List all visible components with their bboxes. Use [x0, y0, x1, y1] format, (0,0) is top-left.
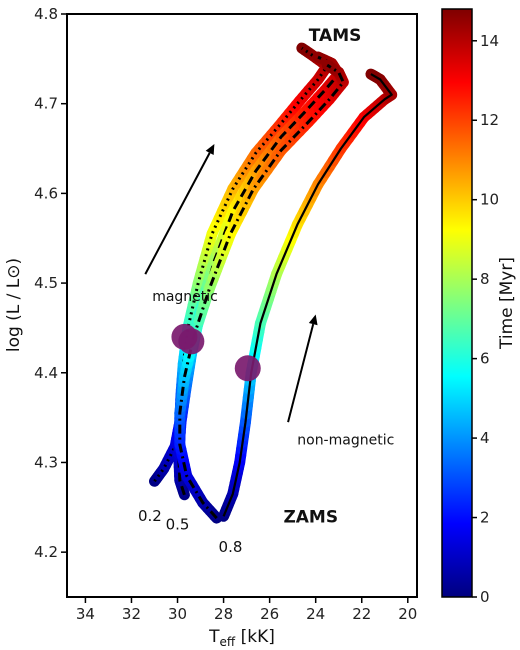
markers [171, 323, 261, 382]
y-tick-label: 4.8 [34, 5, 58, 23]
y-tick-label: 4.7 [34, 95, 58, 113]
track-line-solid [222, 73, 393, 517]
magnetic-label: magnetic [152, 289, 218, 305]
x-axis-label: Teff [kK] [208, 627, 275, 649]
x-tick-label: 30 [168, 605, 187, 623]
x-tick-label: 32 [122, 605, 141, 623]
marker-circle [234, 355, 261, 382]
arrow-shaft [144, 152, 211, 275]
axis-ticks: 34 32 30 28 26 24 22 20 4.2 4.3 4.4 4.5 4.6 4.7 4.8 [34, 5, 417, 623]
colorbar-tick-label: 8 [480, 270, 490, 288]
x-tick-label: 24 [306, 605, 325, 623]
track-label-0-5: 0.5 [166, 516, 190, 534]
x-tick-label: 28 [214, 605, 233, 623]
colorbar-tick-label: 0 [480, 588, 490, 606]
track-line-dotted [153, 46, 329, 483]
arrow-head [308, 314, 318, 326]
colorbar-ticks: 0 2 4 6 8 10 12 14 [472, 32, 499, 606]
x-tick-label: 20 [398, 605, 417, 623]
zams-label: ZAMS [283, 508, 338, 528]
colorbar-tick-label: 4 [480, 429, 490, 447]
y-tick-label: 4.6 [34, 184, 58, 202]
track-label-0-8: 0.8 [219, 538, 243, 556]
y-tick-label: 4.2 [34, 543, 58, 561]
y-tick-label: 4.3 [34, 453, 58, 471]
tams-label: TAMS [309, 26, 362, 46]
non-magnetic-label: non-magnetic [297, 433, 394, 449]
colorbar-tick-label: 6 [480, 350, 490, 368]
y-tick-label: 4.5 [34, 274, 58, 292]
colorbar-tick-label: 14 [480, 32, 499, 50]
x-tick-label: 22 [352, 605, 371, 623]
x-tick-label: 34 [76, 605, 95, 623]
colorbar-tick-label: 2 [480, 509, 490, 527]
colorbar [441, 8, 473, 598]
plot-frame [66, 13, 418, 598]
arrow-shaft [287, 323, 315, 423]
colorbar-tick-label: 10 [480, 191, 499, 209]
y-axis-label: log (L / L⊙) [4, 258, 24, 352]
arrows [144, 144, 318, 423]
track-line-dashdot [178, 63, 345, 520]
arrow-head [205, 144, 215, 155]
colorbar-tick-label: 12 [480, 111, 499, 129]
track-label-0-2: 0.2 [138, 507, 162, 525]
colorbar-label: Time [Myr] [497, 257, 517, 350]
marker-circle [178, 328, 205, 355]
evolution-tracks [149, 42, 398, 524]
y-tick-label: 4.4 [34, 364, 58, 382]
x-tick-label: 26 [260, 605, 279, 623]
